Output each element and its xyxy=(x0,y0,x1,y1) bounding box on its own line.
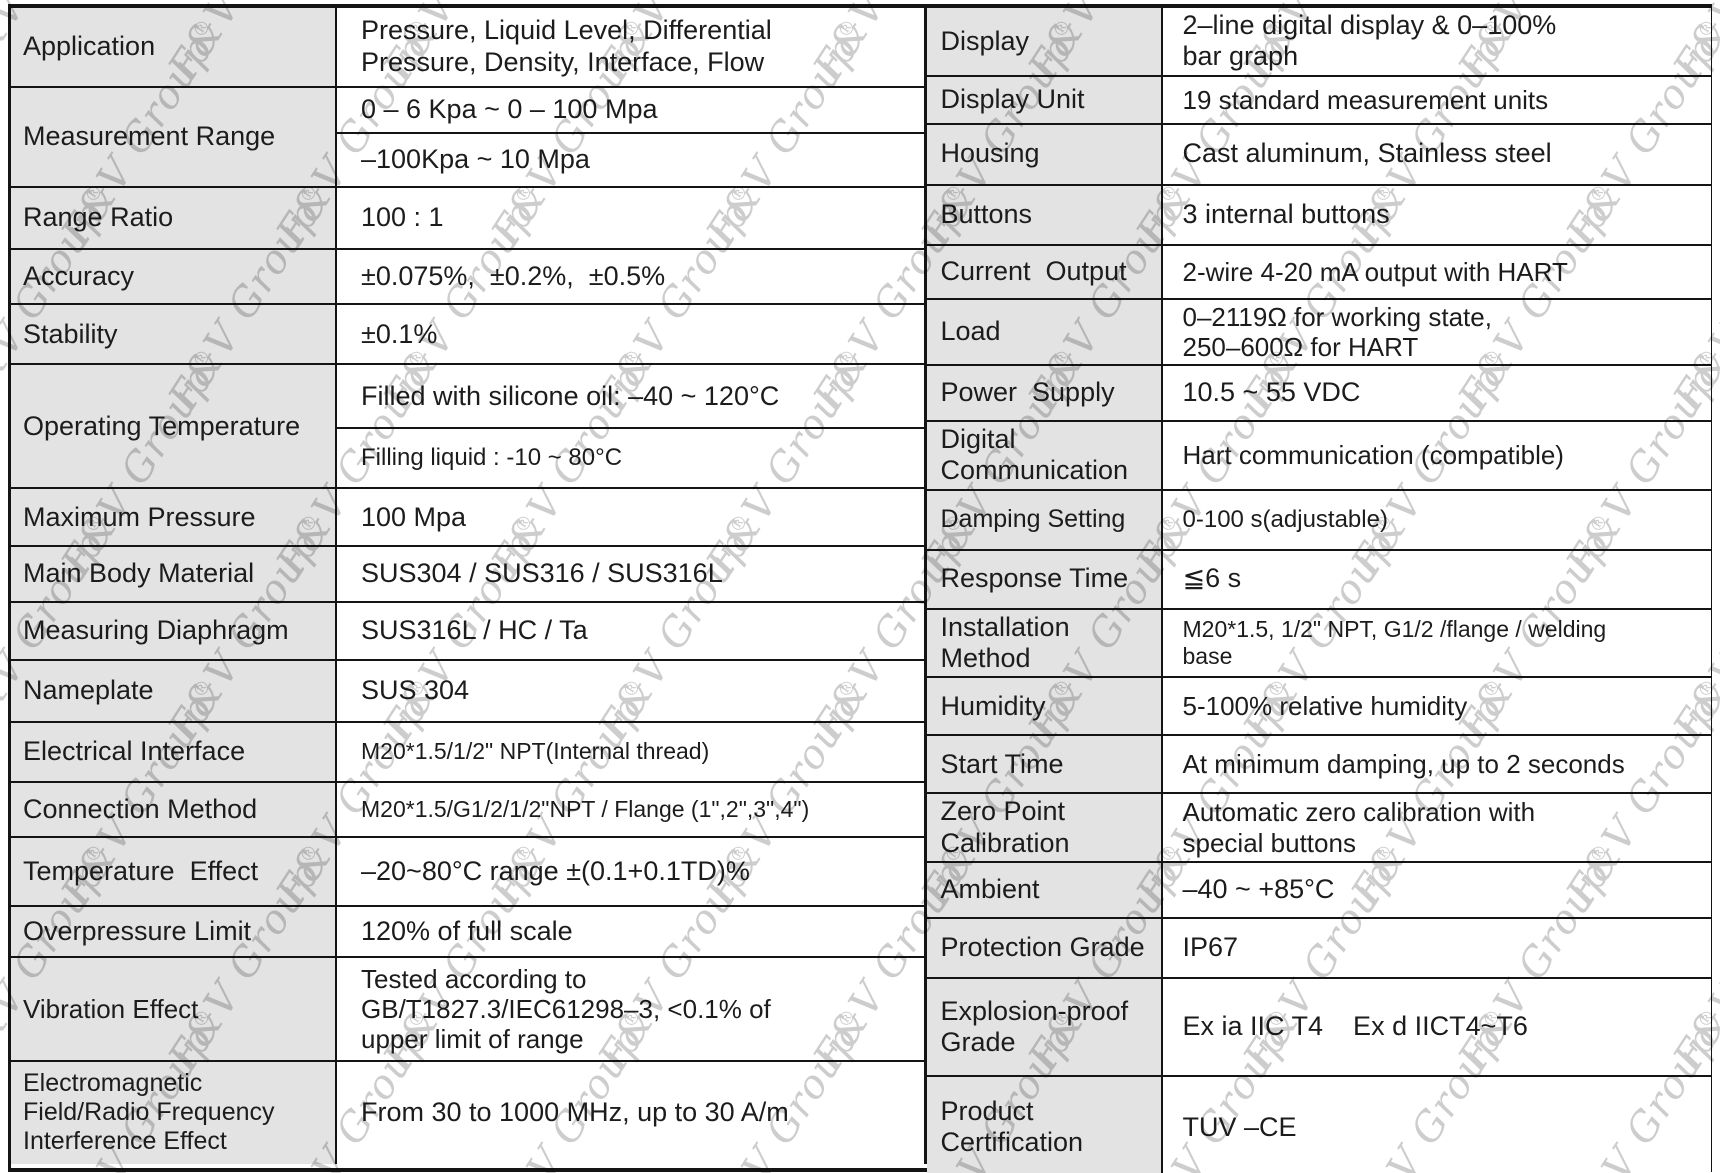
value-measurement-range-1: 0 – 6 Kpa ~ 0 – 100 Mpa xyxy=(335,85,927,134)
label-explosion-proof-grade: Explosion-proof Grade xyxy=(926,976,1163,1077)
value-response-time: ≦6 s xyxy=(1160,548,1711,610)
label-installation-method: Installation Method xyxy=(926,607,1163,679)
label-vibration-effect: Vibration Effect xyxy=(11,956,337,1062)
label-zero-point-calibration: Zero Point Calibration xyxy=(926,792,1163,863)
label-start-time: Start Time xyxy=(926,734,1163,795)
label-ambient: Ambient xyxy=(926,860,1163,919)
value-load: 0–2119Ω for working state, 250–600Ω for … xyxy=(1160,297,1711,366)
spec-table-right: Display 2–line digital display & 0–100% … xyxy=(926,8,1711,1173)
value-accuracy: ±0.075%, ±0.2%, ±0.5% xyxy=(335,247,927,306)
label-power-supply: Power Supply xyxy=(926,363,1163,422)
label-measuring-diaphragm: Measuring Diaphragm xyxy=(11,600,337,661)
value-installation-method: M20*1.5, 1/2" NPT, G1/2 /flange / weldin… xyxy=(1160,607,1711,679)
label-main-body-material: Main Body Material xyxy=(11,545,337,603)
label-display: Display xyxy=(926,8,1163,77)
spec-table: Application Pressure, Liquid Level, Diff… xyxy=(8,4,1712,1173)
value-emi-effect: From 30 to 1000 MHz, up to 30 A/m xyxy=(335,1059,927,1164)
label-range-ratio: Range Ratio xyxy=(11,185,337,250)
label-load: Load xyxy=(926,297,1163,366)
value-buttons: 3 internal buttons xyxy=(1160,183,1711,246)
value-start-time: At minimum damping, up to 2 seconds xyxy=(1160,734,1711,795)
value-overpressure-limit: 120% of full scale xyxy=(335,904,927,959)
label-operating-temperature: Operating Temperature xyxy=(11,363,337,490)
value-maximum-pressure: 100 Mpa xyxy=(335,487,927,548)
label-digital-communication: Digital Communication xyxy=(926,419,1163,491)
label-display-unit: Display Unit xyxy=(926,74,1163,125)
value-electrical-interface: M20*1.5/1/2" NPT(Internal thread) xyxy=(335,720,927,783)
value-protection-grade: IP67 xyxy=(1160,916,1711,979)
value-range-ratio: 100 : 1 xyxy=(335,185,927,250)
value-humidity: 5-100% relative humidity xyxy=(1160,676,1711,737)
label-product-certification: Product Certification xyxy=(926,1074,1163,1173)
label-stability: Stability xyxy=(11,303,337,366)
value-measurement-range-2: –100Kpa ~ 10 Mpa xyxy=(335,131,927,188)
label-measurement-range: Measurement Range xyxy=(11,85,337,188)
value-nameplate: SUS 304 xyxy=(335,658,927,723)
value-explosion-proof-grade: Ex ia IIC T4 Ex d IICT4~T6 xyxy=(1160,976,1711,1077)
value-display-unit: 19 standard measurement units xyxy=(1160,74,1711,125)
label-temperature-effect: Temperature Effect xyxy=(11,836,337,907)
value-operating-temperature-1: Filled with silicone oil: –40 ~ 120°C xyxy=(335,363,927,430)
label-protection-grade: Protection Grade xyxy=(926,916,1163,979)
value-damping-setting: 0-100 s(adjustable) xyxy=(1160,488,1711,551)
label-damping-setting: Damping Setting xyxy=(926,488,1163,551)
value-digital-communication: Hart communication (compatible) xyxy=(1160,419,1711,491)
label-humidity: Humidity xyxy=(926,676,1163,737)
label-accuracy: Accuracy xyxy=(11,247,337,306)
label-response-time: Response Time xyxy=(926,548,1163,610)
value-connection-method: M20*1.5/G1/2/1/2"NPT / Flange (1",2",3",… xyxy=(335,780,927,839)
spec-table-left: Application Pressure, Liquid Level, Diff… xyxy=(11,8,927,1164)
value-operating-temperature-2: Filling liquid : -10 ~ 80°C xyxy=(335,427,927,490)
value-power-supply: 10.5 ~ 55 VDC xyxy=(1160,363,1711,422)
value-stability: ±0.1% xyxy=(335,303,927,366)
label-electrical-interface: Electrical Interface xyxy=(11,720,337,783)
value-ambient: –40 ~ +85°C xyxy=(1160,860,1711,919)
label-current-output: Current Output xyxy=(926,243,1163,300)
value-application: Pressure, Liquid Level, Differential Pre… xyxy=(335,8,927,88)
value-vibration-effect: Tested according to GB/T1827.3/IEC61298–… xyxy=(335,956,927,1062)
label-nameplate: Nameplate xyxy=(11,658,337,723)
label-emi-effect: Electromagnetic Field/Radio Frequency In… xyxy=(11,1059,337,1164)
value-display: 2–line digital display & 0–100% bar grap… xyxy=(1160,8,1711,77)
value-housing: Cast aluminum, Stainless steel xyxy=(1160,122,1711,186)
value-product-certification: TUV –CE xyxy=(1160,1074,1711,1173)
label-housing: Housing xyxy=(926,122,1163,186)
value-measuring-diaphragm: SUS316L / HC / Ta xyxy=(335,600,927,661)
label-maximum-pressure: Maximum Pressure xyxy=(11,487,337,548)
value-current-output: 2-wire 4-20 mA output with HART xyxy=(1160,243,1711,300)
label-application: Application xyxy=(11,8,337,88)
label-overpressure-limit: Overpressure Limit xyxy=(11,904,337,959)
value-zero-point-calibration: Automatic zero calibration with special … xyxy=(1160,792,1711,863)
label-buttons: Buttons xyxy=(926,183,1163,246)
value-temperature-effect: –20~80°C range ±(0.1+0.1TD)% xyxy=(335,836,927,907)
value-main-body-material: SUS304 / SUS316 / SUS316L xyxy=(335,545,927,603)
label-connection-method: Connection Method xyxy=(11,780,337,839)
